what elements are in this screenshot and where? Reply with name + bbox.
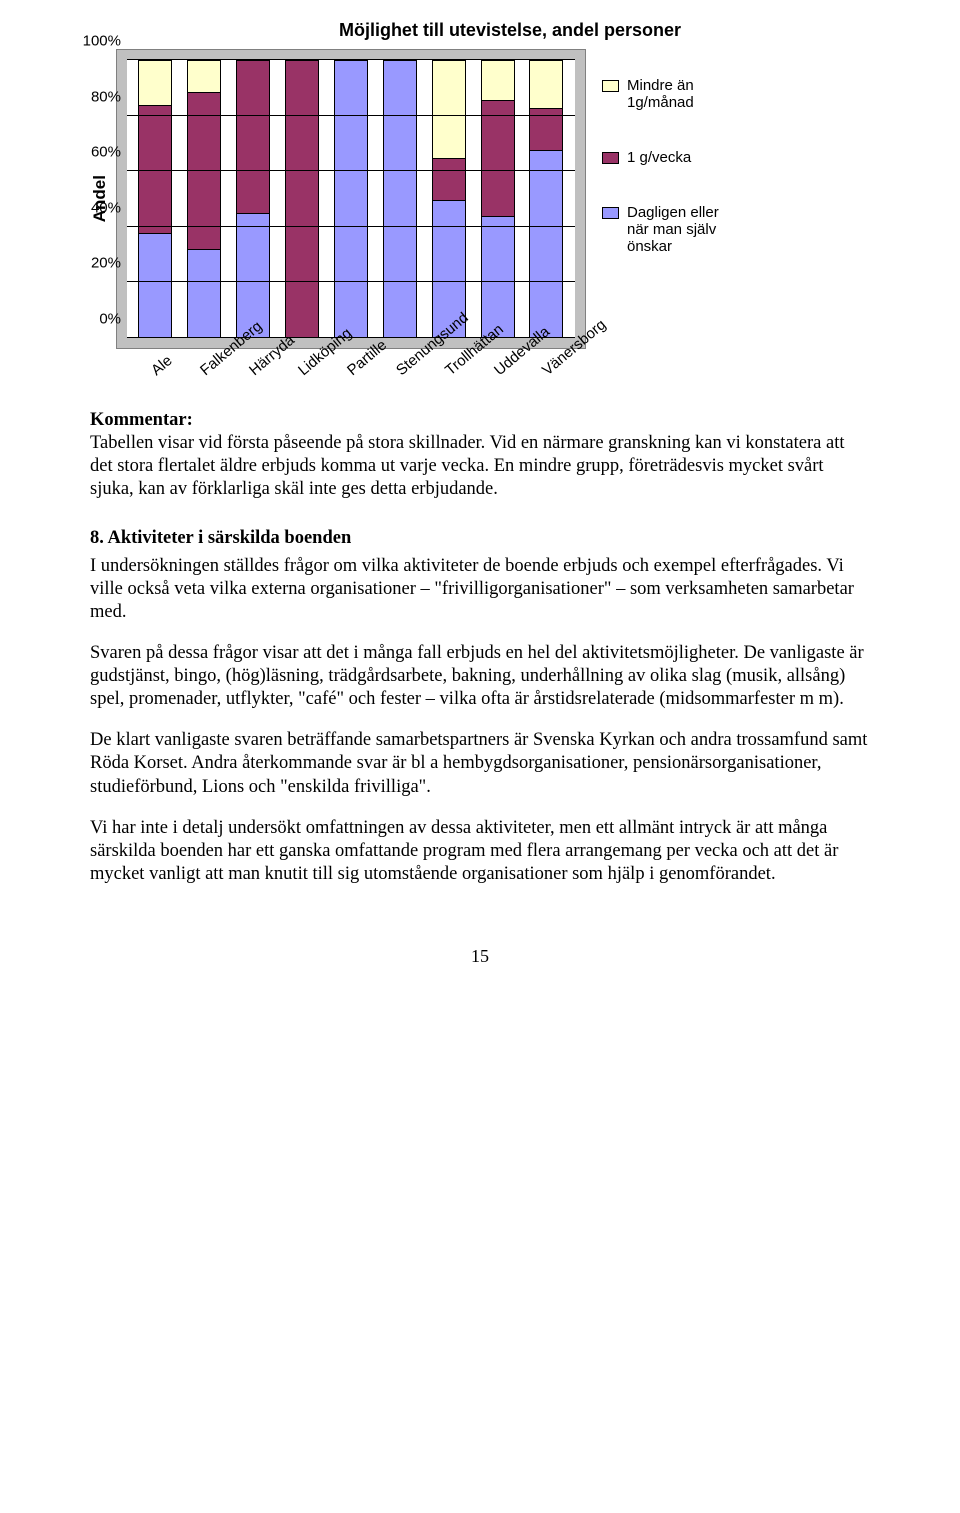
chart-bar: [334, 60, 368, 338]
chart-bar: [138, 60, 172, 338]
chart-bar-segment: [482, 216, 514, 338]
legend-swatch: [602, 207, 619, 219]
section-p1: I undersökningen ställdes frågor om vilk…: [90, 555, 870, 624]
page-number: 15: [90, 946, 870, 967]
chart-ytick: 80%: [91, 88, 127, 105]
chart-bar-segment: [286, 61, 318, 338]
chart-bar-segment: [139, 105, 171, 232]
chart-bar-segment: [384, 61, 416, 338]
chart-bar-segment: [433, 158, 465, 200]
legend-label: Dagligen eller när man själv önskar: [627, 204, 742, 255]
chart-bar: [187, 60, 221, 338]
chart-xlabel: Trollhättan: [442, 344, 479, 379]
chart-xlabel: Härryda: [246, 344, 283, 379]
chart-bar-segment: [139, 233, 171, 338]
chart-xlabel: Stenungsund: [393, 344, 430, 379]
chart-bar: [383, 60, 417, 338]
chart-bar-segment: [482, 61, 514, 100]
chart-xlabel: Falkenberg: [197, 344, 234, 379]
chart-bar-segment: [237, 61, 269, 213]
chart-xlabel: Vänersborg: [539, 344, 576, 379]
chart-legend: Mindre än 1g/månad 1 g/vecka Dagligen elle…: [602, 49, 742, 255]
chart-xlabel: Uddevalla: [491, 344, 528, 379]
commentary-text: Tabellen visar vid första påseende på st…: [90, 433, 844, 499]
chart-bar-segment: [139, 61, 171, 105]
legend-swatch: [602, 80, 619, 92]
chart-bar-segment: [433, 61, 465, 158]
chart-xlabel: Partille: [344, 344, 381, 379]
chart-bar: [481, 60, 515, 338]
chart-bar: [432, 60, 466, 338]
section-heading: 8. Aktiviteter i särskilda boenden: [90, 528, 870, 549]
commentary-block: Kommentar: Tabellen visar vid första pås…: [90, 409, 870, 502]
chart-bar-segment: [530, 150, 562, 338]
chart-bar-segment: [530, 61, 562, 108]
legend-item: 1 g/vecka: [602, 149, 742, 166]
chart-xlabel: Lidköping: [295, 344, 332, 379]
chart-bar: [236, 60, 270, 338]
chart-gridline: [127, 170, 575, 171]
chart-xlabel: Ale: [148, 344, 185, 379]
chart-ytick: 0%: [99, 311, 127, 328]
chart-bar-segment: [482, 100, 514, 216]
chart-title: Möjlighet till utevistelse, andel person…: [150, 20, 870, 41]
chart-gridline: [127, 226, 575, 227]
chart-bar-segment: [335, 61, 367, 338]
chart-ytick: 40%: [91, 199, 127, 216]
legend-item: Mindre än 1g/månad: [602, 77, 742, 111]
chart-gridline: [127, 59, 575, 60]
chart-plot: 0%20%40%60%80%100% AleFalkenbergHärrydaL…: [116, 49, 586, 349]
chart-bar: [529, 60, 563, 338]
section-p2: Svaren på dessa frågor visar att det i m…: [90, 642, 870, 711]
chart-gridline: [127, 115, 575, 116]
chart-ytick: 100%: [83, 33, 127, 50]
chart-gridline: [127, 281, 575, 282]
legend-item: Dagligen eller när man själv önskar: [602, 204, 742, 255]
chart-ytick: 20%: [91, 255, 127, 272]
legend-label: 1 g/vecka: [627, 149, 691, 166]
section-p4: Vi har inte i detalj undersökt omfattnin…: [90, 817, 870, 886]
chart-bar-segment: [188, 249, 220, 338]
chart-container: Möjlighet till utevistelse, andel person…: [90, 20, 870, 349]
commentary-heading: Kommentar:: [90, 410, 193, 430]
legend-swatch: [602, 152, 619, 164]
section-p3: De klart vanligaste svaren beträffande s…: [90, 729, 870, 798]
chart-bar: [285, 60, 319, 338]
chart-ytick: 60%: [91, 144, 127, 161]
chart-bar-segment: [188, 61, 220, 91]
legend-label: Mindre än 1g/månad: [627, 77, 742, 111]
